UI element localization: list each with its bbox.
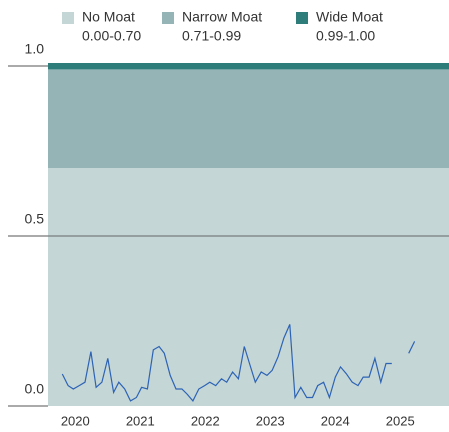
y-tick-label: 0.0 [25, 381, 45, 397]
legend-name: No Moat [82, 9, 135, 25]
legend-name: Narrow Moat [182, 9, 262, 25]
y-tick-label: 1.0 [25, 41, 45, 57]
band [48, 63, 449, 70]
x-tick-label: 2023 [256, 413, 285, 428]
legend-range: 0.00-0.70 [82, 28, 141, 44]
x-tick-label: 2020 [61, 413, 90, 428]
x-tick-label: 2024 [321, 413, 350, 428]
legend-range: 0.99-1.00 [316, 28, 375, 44]
x-tick-label: 2021 [126, 413, 155, 428]
line [408, 341, 416, 354]
band [48, 69, 449, 168]
band [48, 168, 449, 406]
x-tick-label: 2025 [386, 413, 415, 428]
legend-name: Wide Moat [316, 9, 383, 25]
x-tick-label: 2022 [191, 413, 220, 428]
legend-swatch [296, 12, 308, 24]
legend-swatch [162, 12, 174, 24]
legend-range: 0.71-0.99 [182, 28, 241, 44]
legend-swatch [62, 12, 74, 24]
y-tick-label: 0.5 [25, 211, 45, 227]
line [61, 324, 392, 402]
